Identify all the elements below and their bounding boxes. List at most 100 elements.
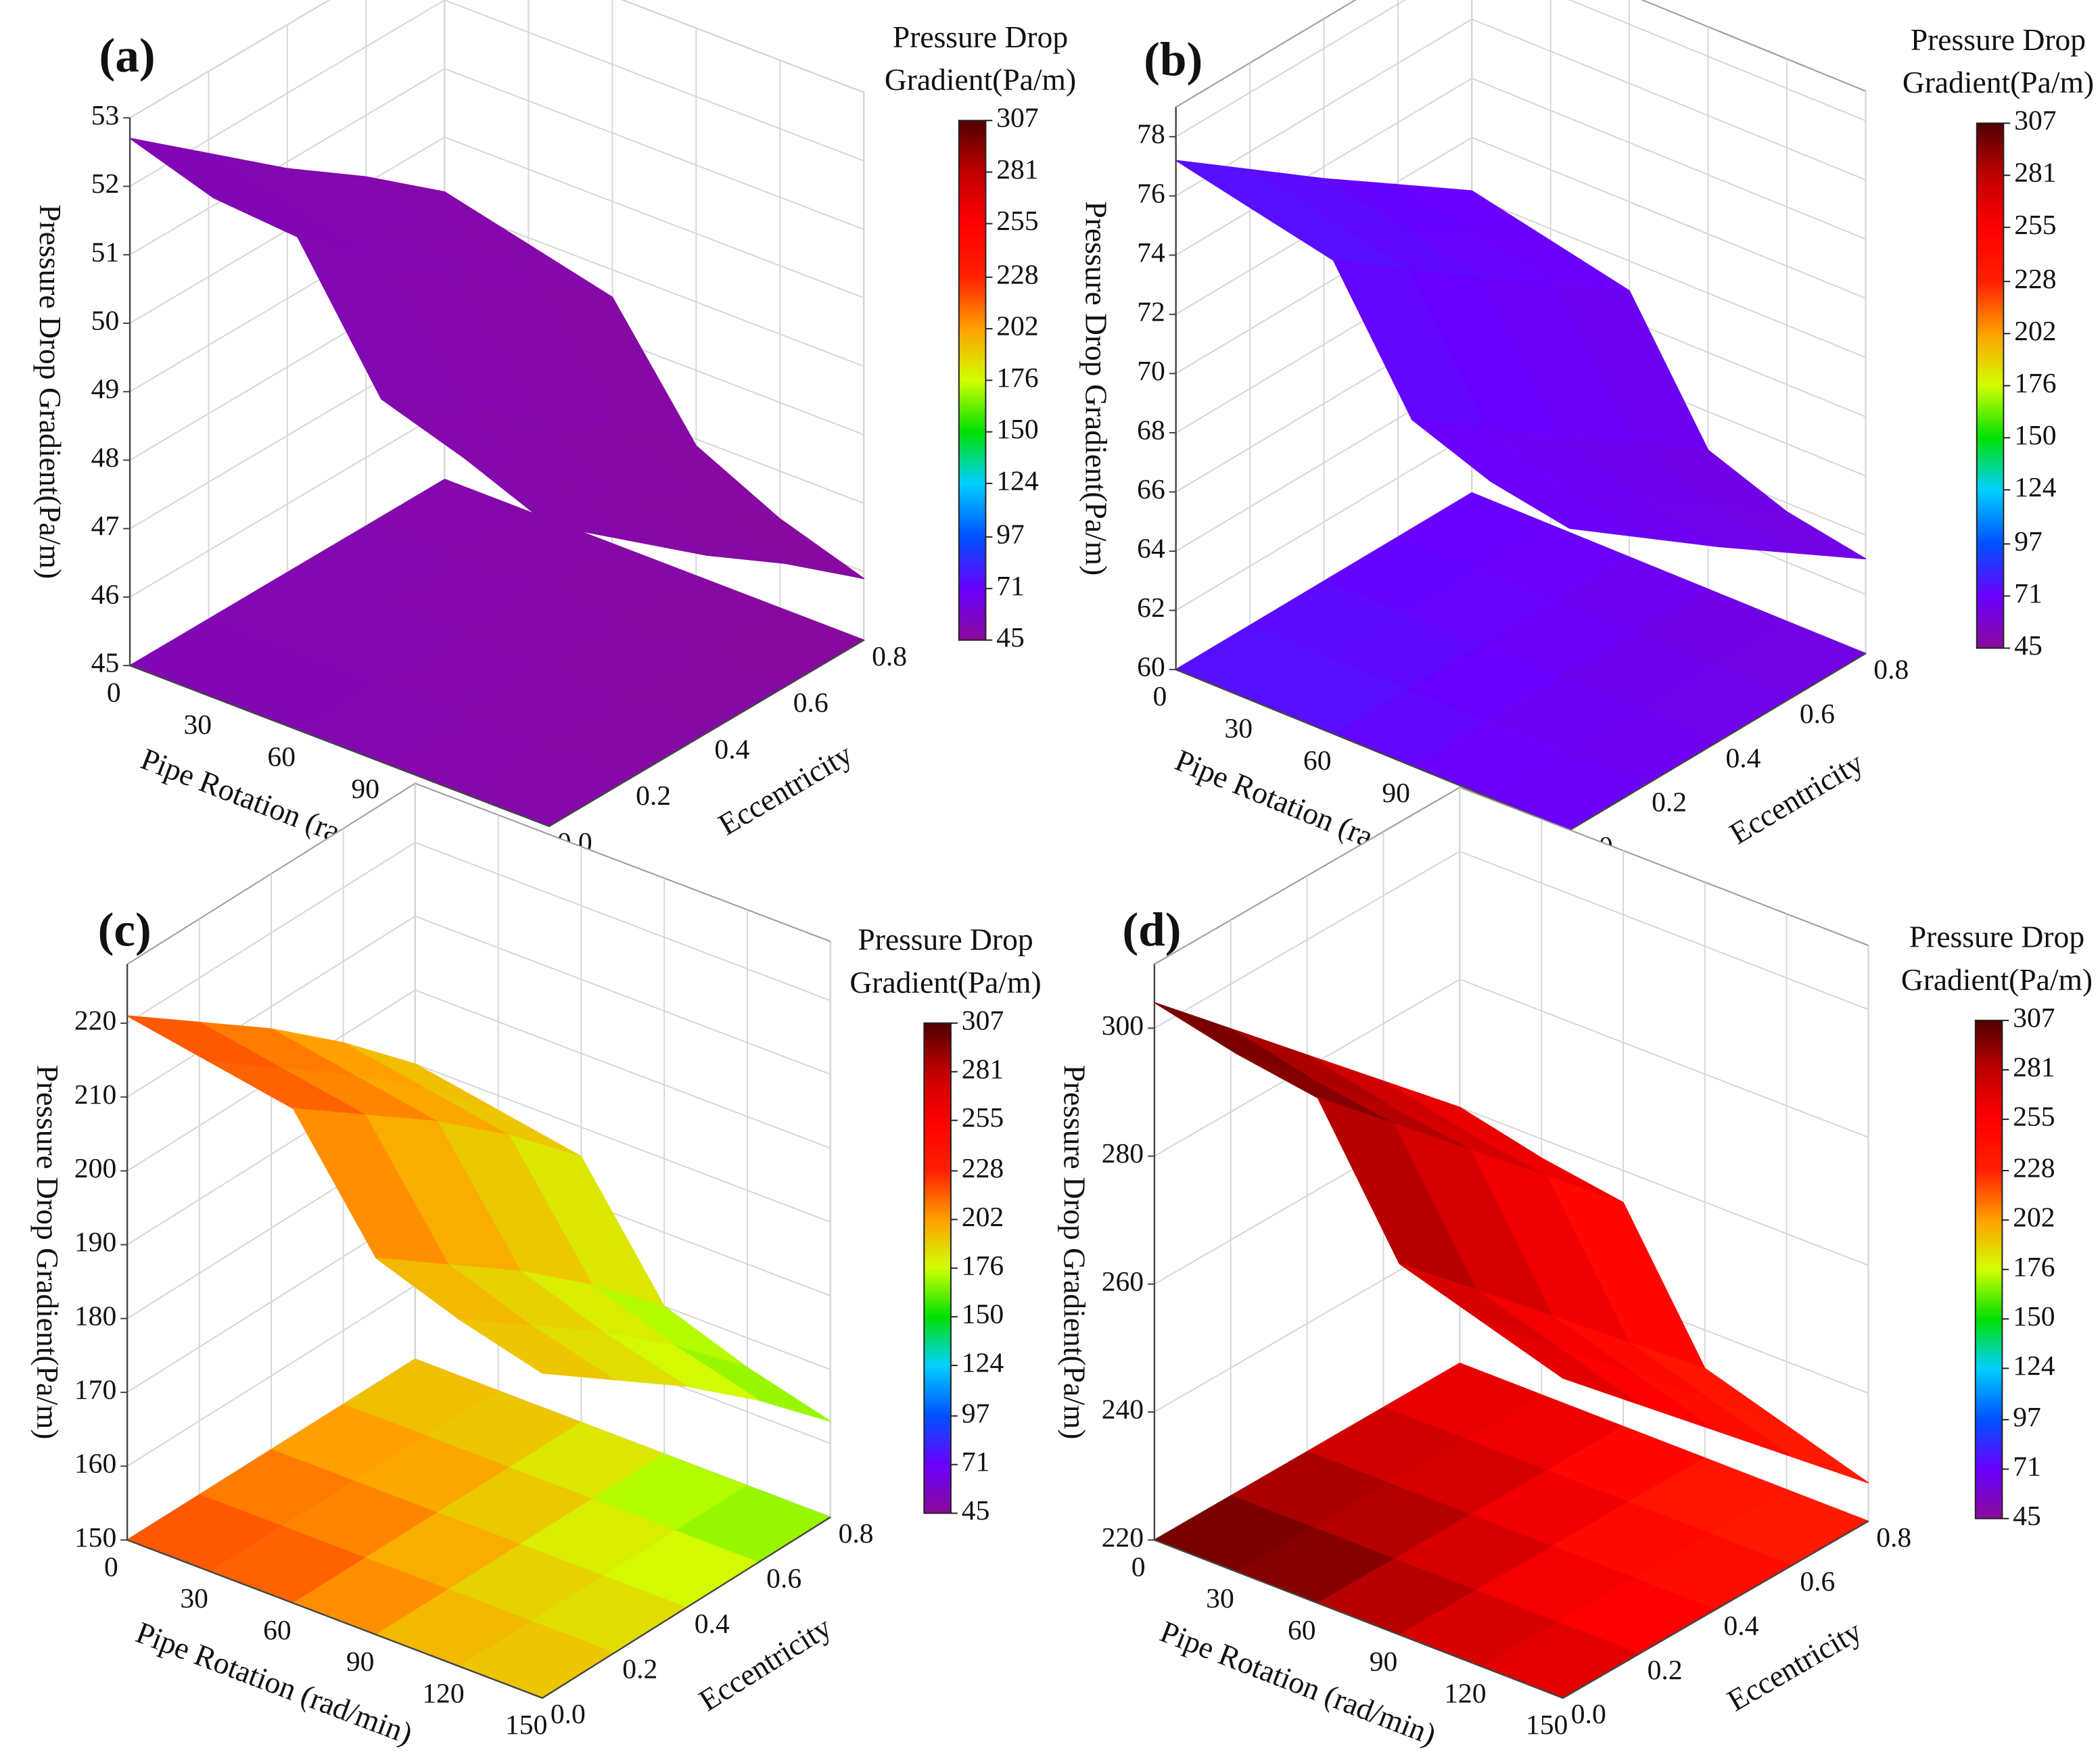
z-tick-label: 220 [74, 1005, 116, 1036]
x-tick-label: 0 [1131, 1551, 1146, 1582]
x-tick-label: 150 [505, 1709, 547, 1740]
z-tick-label: 72 [1137, 296, 1165, 327]
x-tick-label: 90 [351, 773, 379, 804]
colorbar [1976, 122, 2005, 649]
z-tick-label: 78 [1137, 118, 1165, 149]
colorbar-tick-label: 228 [2013, 1152, 2055, 1183]
colorbar-tick-label: 202 [962, 1201, 1004, 1232]
z-tick-label: 74 [1137, 237, 1165, 268]
x-tick-label: 30 [1206, 1582, 1234, 1614]
colorbar-tick-label: 281 [962, 1053, 1004, 1084]
x-tick-label: 60 [263, 1614, 291, 1645]
y-tick-label: 0.4 [714, 733, 749, 764]
x-tick-label: 30 [180, 1582, 208, 1614]
y-tick-label: 0.2 [636, 780, 671, 811]
y-tick-label: 0.0 [1571, 1698, 1606, 1729]
panels: 45464748495051525303060901201500.00.20.4… [30, 0, 2094, 1752]
colorbar-tick-label: 255 [2014, 209, 2056, 240]
z-tick-label: 180 [74, 1300, 116, 1331]
z-tick-label: 70 [1137, 355, 1165, 386]
z-grid-line [1175, 0, 1866, 138]
x-tick-label: 0 [104, 1551, 118, 1582]
colorbar-tick-label: 228 [996, 258, 1038, 289]
z-tick-label: 53 [91, 99, 120, 131]
surface-panel: 45464748495051525303060901201500.00.20.4… [33, 0, 1076, 878]
colorbar-tick-label: 71 [2013, 1451, 2041, 1482]
colorbar-tick-label: 202 [2014, 315, 2056, 346]
z-tick-label: 48 [91, 442, 120, 473]
y-tick-label: 0.4 [1725, 742, 1760, 773]
x-tick-label: 60 [1303, 745, 1332, 776]
x-tick-label: 90 [1382, 777, 1410, 808]
x-tick-label: 30 [183, 709, 212, 740]
x-tick-label: 90 [1370, 1646, 1398, 1677]
colorbar-tick-label: 45 [996, 621, 1025, 653]
z-tick-label: 240 [1102, 1394, 1144, 1425]
colorbar-tick-label: 97 [962, 1397, 990, 1428]
surface-panel: 6062646668707274767803060901201500.00.20… [1079, 0, 2094, 885]
y-tick-label: 0.6 [1800, 698, 1835, 729]
x-tick-label: 0 [107, 676, 121, 707]
z-axis-title: Pressure Drop Gradient(Pa/m) [30, 1065, 65, 1440]
x-tick-label: 0 [1152, 680, 1167, 711]
z-tick-label: 280 [1102, 1137, 1144, 1169]
z-tick-label: 64 [1137, 533, 1165, 564]
colorbar-tick-label: 176 [2013, 1251, 2055, 1282]
colorbar-tick-label: 71 [962, 1446, 990, 1477]
z-tick-label: 49 [91, 373, 120, 404]
z-axis-title: Pressure Drop Gradient(Pa/m) [33, 204, 68, 579]
colorbar-tick-label: 255 [2013, 1101, 2055, 1132]
y-tick-label: 0.2 [622, 1653, 657, 1684]
colorbar-title: Pressure Drop [1909, 920, 2084, 954]
z-tick-label: 62 [1137, 592, 1165, 623]
surface-cell [459, 1319, 615, 1380]
z-tick-label: 76 [1137, 177, 1165, 208]
z-axis-title: Pressure Drop Gradient(Pa/m) [1079, 201, 1113, 575]
colorbar-tick-label: 281 [996, 154, 1038, 185]
z-tick-label: 50 [91, 305, 120, 336]
colorbar-tick-label: 71 [996, 570, 1025, 601]
y-tick-label: 0.6 [766, 1563, 801, 1594]
colorbar-tick-label: 45 [962, 1495, 990, 1526]
y-tick-label: 0.2 [1652, 786, 1687, 818]
z-tick-label: 260 [1102, 1265, 1144, 1296]
z-tick-label: 170 [74, 1373, 116, 1405]
colorbar-title: Gradient(Pa/m) [885, 62, 1076, 97]
colorbar-tick-label: 176 [962, 1250, 1004, 1281]
colorbar-tick-label: 202 [996, 310, 1038, 342]
colorbar-tick-label: 307 [962, 1004, 1004, 1035]
y-tick-label: 0.8 [839, 1518, 874, 1549]
x-tick-label: 60 [1288, 1614, 1316, 1645]
z-tick-label: 68 [1137, 414, 1165, 445]
colorbar-title: Pressure Drop [1911, 22, 2086, 57]
colorbar-tick-label: 176 [996, 362, 1038, 393]
y-tick-label: 0.0 [551, 1698, 586, 1729]
colorbar-title: Gradient(Pa/m) [849, 965, 1041, 1000]
z-tick-label: 45 [91, 647, 120, 678]
colorbar-tick-label: 307 [2014, 105, 2056, 136]
y-tick-label: 0.6 [1800, 1566, 1835, 1597]
z-tick-label: 66 [1137, 473, 1165, 504]
z-tick-label: 46 [91, 578, 120, 609]
y-tick-label: 0.4 [1724, 1609, 1759, 1641]
z-tick-label: 150 [74, 1522, 116, 1553]
colorbar-title: Pressure Drop [858, 922, 1033, 957]
y-tick-label: 0.6 [793, 687, 829, 718]
colorbar-tick-label: 97 [996, 519, 1025, 550]
y-tick-label: 0.2 [1648, 1654, 1683, 1685]
colorbar-tick-label: 255 [962, 1102, 1004, 1133]
colorbar-tick-label: 307 [2013, 1002, 2055, 1033]
surface-cell [1490, 481, 1645, 538]
colorbar-tick-label: 228 [2014, 263, 2056, 294]
axis-edge [126, 964, 831, 1699]
x-tick-label: 60 [267, 741, 296, 772]
colorbar [923, 1022, 952, 1514]
colorbar [958, 120, 987, 641]
z-tick-label: 47 [91, 510, 120, 541]
colorbar [1974, 1019, 2003, 1520]
y-tick-label: 0.8 [872, 640, 907, 672]
colorbar-tick-label: 150 [2013, 1300, 2055, 1332]
